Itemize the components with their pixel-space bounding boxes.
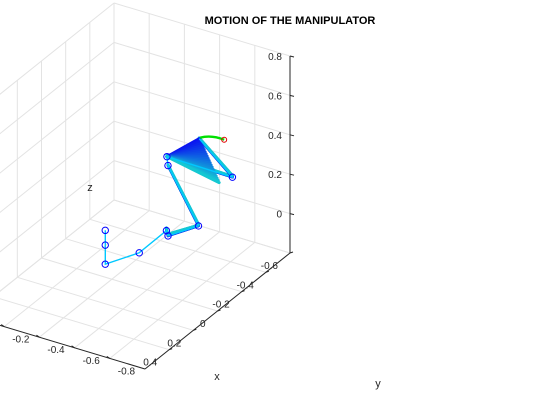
grid-line	[89, 218, 266, 273]
grid-line	[74, 231, 220, 349]
y-tick-mark	[0, 324, 5, 328]
motion-sweep-line	[165, 155, 221, 185]
y-axis-line	[0, 324, 146, 370]
final-pose-line	[104, 138, 235, 266]
grid-line	[113, 2, 291, 57]
y-tick-label: -0.6	[83, 356, 101, 367]
grid-line	[17, 276, 194, 331]
joint-marker	[101, 241, 109, 249]
z-tick-mark	[289, 134, 295, 137]
z-tick-label: 0	[276, 210, 282, 221]
x-tick-label: 0.4	[143, 358, 157, 369]
z-tick-mark	[289, 94, 295, 97]
grid-line	[0, 2, 115, 95]
grid-line	[65, 238, 242, 293]
x-tick-mark	[241, 290, 245, 293]
grid-line	[0, 81, 115, 174]
motion-sweep-line	[197, 136, 234, 177]
y-tick-mark	[106, 355, 111, 359]
grid-line	[0, 160, 115, 253]
joint-marker	[164, 232, 172, 240]
joint-marker	[135, 249, 143, 257]
grid-line	[109, 242, 256, 359]
grid-lines	[0, 2, 291, 370]
grid-line	[0, 298, 170, 351]
grid-line	[113, 41, 291, 96]
grid-line	[113, 160, 291, 215]
y-tick-mark	[71, 345, 75, 349]
grid-line	[0, 42, 115, 135]
grid-line	[0, 120, 115, 214]
x-tick-mark	[169, 348, 173, 351]
z-tick-mark	[289, 173, 295, 176]
manipulator-trajectory	[101, 135, 237, 268]
joint-marker	[101, 226, 109, 235]
motion-sweep-line	[166, 223, 200, 236]
grid-line	[39, 220, 185, 338]
z-tick-mark	[289, 213, 295, 216]
y-tick-label: -0.4	[47, 345, 65, 356]
tick-labels: -0.6-0.4-0.200.20.4-0.8-0.6-0.4-0.2000.2…	[12, 52, 282, 377]
end-effector-marker	[221, 136, 228, 143]
joint-marker	[101, 260, 109, 268]
z-tick-label: 0.4	[268, 131, 282, 142]
grid-line	[3, 210, 150, 327]
joint-marker	[228, 173, 237, 181]
z-axis-label: z	[87, 182, 93, 194]
y-tick-mark	[36, 334, 40, 338]
y-tick-label: -0.2	[12, 335, 30, 346]
y-tick-label: -0.8	[118, 366, 136, 377]
x-tick-label: 0	[200, 319, 206, 330]
grid-line	[113, 81, 291, 136]
x-tick-mark	[265, 270, 269, 273]
grid-line	[0, 199, 115, 292]
y-axis-label: y	[375, 378, 381, 390]
x-tick-mark	[193, 328, 197, 331]
joint-marker	[162, 226, 171, 235]
x-tick-mark	[289, 251, 294, 254]
x-tick-label: -0.6	[261, 261, 279, 272]
joint-marker	[164, 161, 172, 170]
grid-line	[41, 257, 218, 312]
z-tick-label: 0.6	[268, 91, 282, 102]
axes	[0, 55, 295, 370]
z-tick-mark	[289, 55, 295, 58]
x-tick-mark	[217, 309, 221, 312]
joint-marker	[194, 222, 203, 230]
x-tick-label: 0.2	[167, 338, 181, 349]
joint-marker	[163, 152, 171, 161]
x-axis-label: x	[214, 371, 220, 383]
x-tick-label: -0.4	[237, 280, 255, 291]
z-tick-label: 0.8	[268, 52, 282, 63]
z-tick-label: 0.2	[268, 170, 282, 181]
chart-title: MOTION OF THE MANIPULATOR	[205, 15, 376, 27]
x-tick-label: -0.2	[212, 300, 230, 311]
